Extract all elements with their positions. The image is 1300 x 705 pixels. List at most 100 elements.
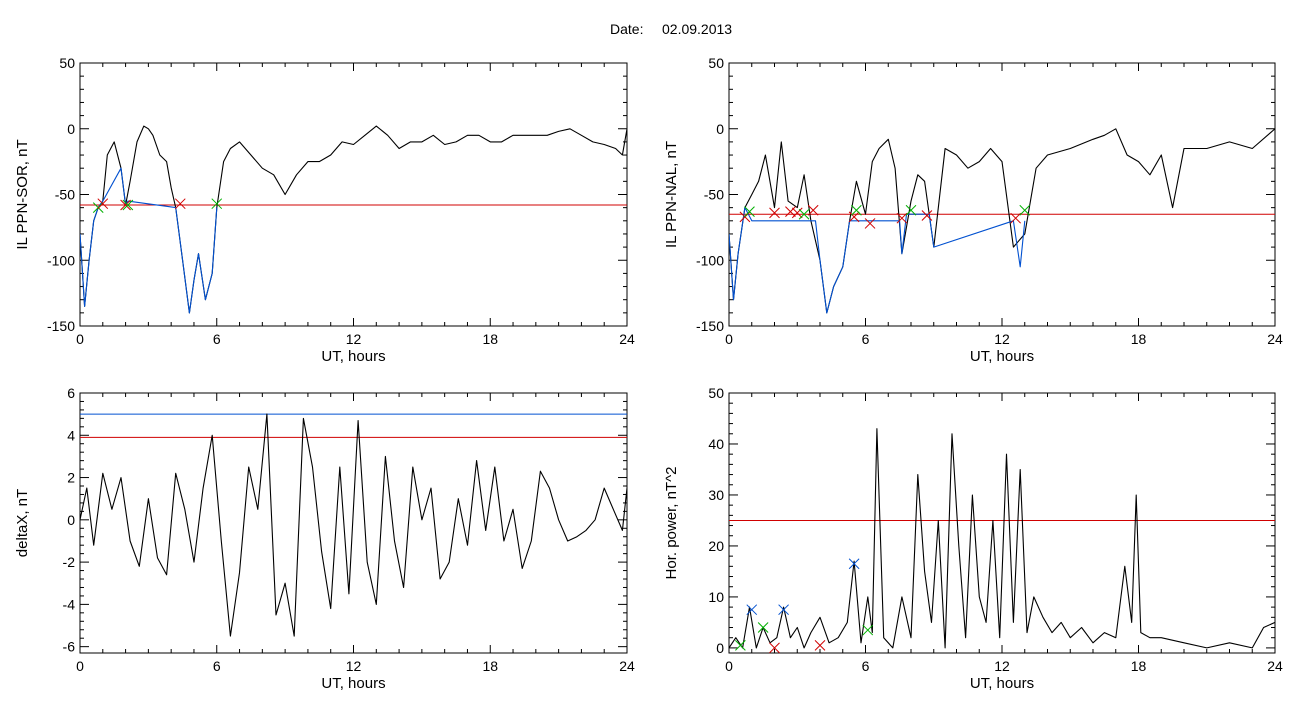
y-tick-label: 50 xyxy=(708,55,724,71)
marker-stroke xyxy=(848,211,860,223)
y-tick-label: -150 xyxy=(47,318,75,334)
y-axis-label: deltaX, nT xyxy=(14,489,31,557)
x-axis-label: UT, hours xyxy=(970,348,1034,365)
x-tick-label: 18 xyxy=(1131,658,1147,674)
series-line-black xyxy=(729,428,1275,649)
x-tick-label: 12 xyxy=(994,658,1010,674)
x-tick-label: 24 xyxy=(1267,331,1283,347)
date-label: Date: xyxy=(610,21,643,37)
x-tick-label: 0 xyxy=(76,658,84,674)
marker-green xyxy=(735,639,746,651)
plot-data xyxy=(729,128,1275,314)
marker-red xyxy=(921,210,933,221)
marker-green xyxy=(211,198,223,210)
series-line-black xyxy=(80,125,627,314)
marker-stroke xyxy=(1019,204,1031,216)
y-axis-label: IL PPN-SOR, nT xyxy=(14,139,31,249)
plot-data xyxy=(729,428,1275,649)
x-tick-label: 6 xyxy=(862,331,870,347)
series-line-blue xyxy=(729,207,1026,314)
y-tick-label: 40 xyxy=(708,436,724,452)
plot-panel-2: 0 6 12 18 24 -150 -100 -50 0 50 UT, hours IL PPN-NA… xyxy=(663,55,1283,365)
y-tick-label: 0 xyxy=(67,512,75,528)
marker-stroke xyxy=(1010,212,1022,224)
x-tick-label: 0 xyxy=(725,331,733,347)
marker-green xyxy=(757,622,769,633)
marker-red xyxy=(791,207,803,219)
marker-stroke xyxy=(785,206,796,217)
date-value: 02.09.2013 xyxy=(662,21,732,37)
y-tick-label: -50 xyxy=(55,187,75,203)
x-tick-label: 18 xyxy=(1131,331,1147,347)
marker-stroke xyxy=(864,218,876,229)
marker-stroke xyxy=(848,558,860,570)
marker-red xyxy=(814,639,826,651)
y-tick-label: 4 xyxy=(67,427,75,443)
y-tick-label: -100 xyxy=(696,252,724,268)
series-line-blue xyxy=(80,167,218,314)
x-tick-label: 24 xyxy=(619,658,635,674)
marker-green xyxy=(1019,204,1031,216)
marker-red xyxy=(769,207,780,219)
x-axis-label: UT, hours xyxy=(970,675,1034,692)
marker-stroke xyxy=(798,208,810,220)
x-tick-label: 6 xyxy=(213,331,221,347)
marker-stroke xyxy=(778,604,789,616)
plot-panel-4: 0 6 12 18 24 0 10 20 30 40 50 UT, hours Hor. power, … xyxy=(663,385,1283,692)
y-tick-label: -100 xyxy=(47,252,75,268)
y-tick-label: 0 xyxy=(716,121,724,137)
marker-red xyxy=(848,211,860,223)
marker-stroke xyxy=(769,207,780,219)
plot-frame xyxy=(79,62,628,327)
x-tick-label: 18 xyxy=(482,331,498,347)
marker-stroke xyxy=(746,604,758,616)
plot-data xyxy=(80,125,627,314)
y-tick-label: -50 xyxy=(704,187,724,203)
series-line-black xyxy=(80,413,627,637)
marker-green xyxy=(851,204,862,216)
y-tick-label: 50 xyxy=(708,385,724,401)
y-tick-label: 50 xyxy=(59,55,75,71)
marker-red xyxy=(120,199,131,211)
y-tick-label: -2 xyxy=(63,554,76,570)
plot-frame xyxy=(728,392,1276,654)
y-axis-label: Hor. power, nT^2 xyxy=(663,467,680,580)
marker-red xyxy=(739,211,751,223)
x-tick-label: 0 xyxy=(76,331,84,347)
plot-frame xyxy=(79,392,628,654)
y-tick-label: -150 xyxy=(696,318,724,334)
x-tick-label: 12 xyxy=(994,331,1010,347)
marker-red xyxy=(174,198,186,210)
y-tick-label: -6 xyxy=(63,639,76,655)
marker-stroke xyxy=(896,212,908,224)
marker-stroke xyxy=(757,622,769,633)
plot-panel-1: 0 6 12 18 24 -150 -100 -50 0 50 UT, hours IL PPN-SO… xyxy=(14,55,635,365)
marker-green xyxy=(744,206,755,217)
marker-stroke xyxy=(851,204,862,216)
marker-stroke xyxy=(814,639,826,651)
marker-stroke xyxy=(744,206,755,217)
marker-red xyxy=(807,204,819,216)
marker-stroke xyxy=(735,639,746,651)
marker-stroke xyxy=(905,204,917,216)
marker-stroke xyxy=(807,204,819,216)
x-tick-label: 6 xyxy=(213,658,221,674)
series-line-black xyxy=(729,128,1275,314)
x-axis-label: UT, hours xyxy=(321,348,385,365)
x-tick-label: 12 xyxy=(346,331,362,347)
marker-green xyxy=(122,199,134,211)
marker-stroke xyxy=(769,642,780,654)
marker-stroke xyxy=(120,199,131,211)
marker-red xyxy=(785,206,796,217)
marker-red xyxy=(97,198,109,210)
marker-stroke xyxy=(862,624,874,636)
x-axis-label: UT, hours xyxy=(321,675,385,692)
marker-blue xyxy=(778,604,789,616)
x-tick-label: 24 xyxy=(619,331,635,347)
marker-stroke xyxy=(122,199,134,211)
marker-green xyxy=(798,208,810,220)
x-tick-label: 0 xyxy=(725,658,733,674)
marker-stroke xyxy=(174,198,186,210)
marker-stroke xyxy=(791,207,803,219)
